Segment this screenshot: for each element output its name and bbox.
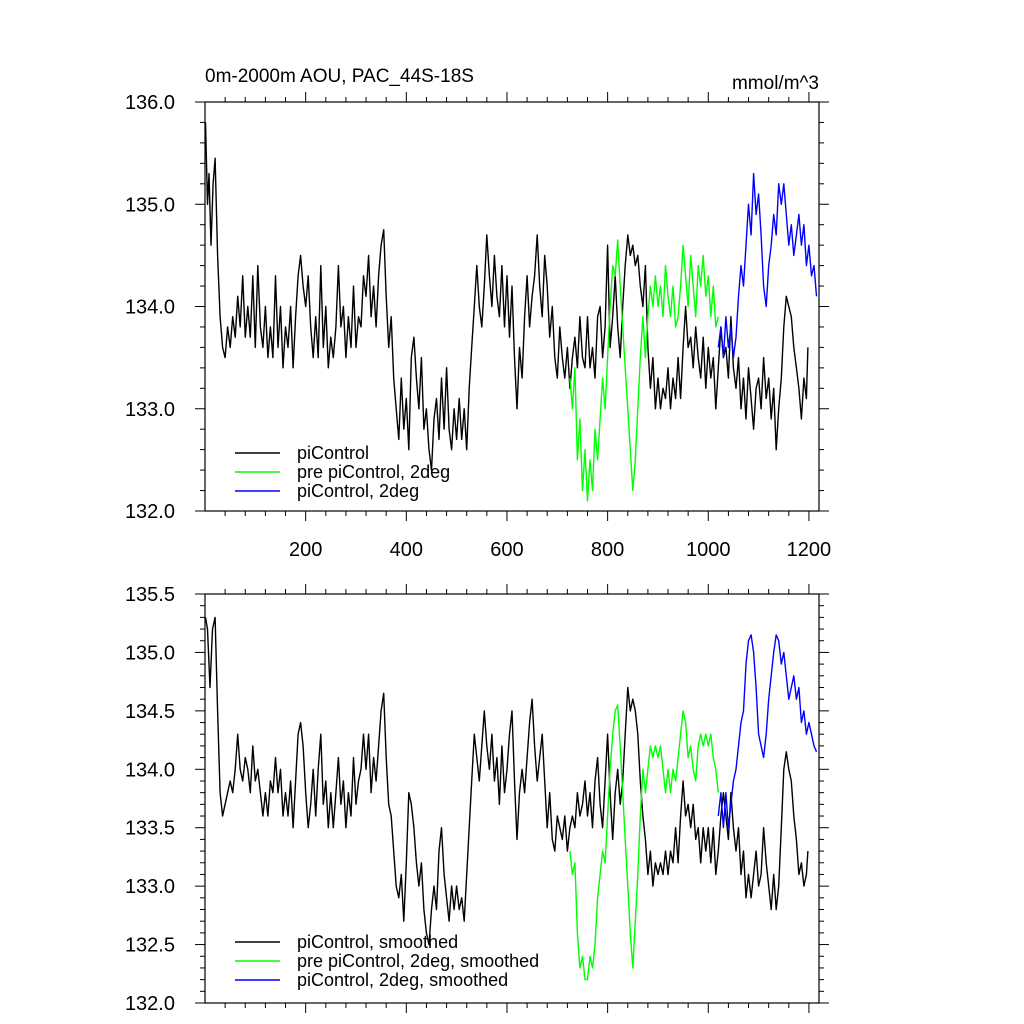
legend-label-3: piControl, 2deg, smoothed	[297, 970, 508, 990]
x-tick-label: 1000	[686, 539, 731, 561]
top-panel: 132.0 133.0 134.0 135.0 136.0 200 400 600 800 100…	[125, 66, 831, 561]
series-line-2	[569, 239, 719, 502]
y-tick-label: 132.0	[125, 993, 175, 1015]
units-label: mmol/m^3	[732, 73, 819, 94]
series-line-3	[717, 172, 818, 359]
series-line-1	[204, 616, 809, 946]
y-tick-label: 136.0	[125, 92, 175, 114]
y-tick-label: 134.5	[125, 701, 175, 723]
chart-title: 0m-2000m AOU, PAC_44S-18S	[205, 66, 474, 87]
x-tick-label: 400	[390, 539, 423, 561]
legend-label-1: piControl, smoothed	[297, 932, 458, 952]
y-tick-label: 135.0	[125, 642, 175, 664]
bottom-panel: 132.0 132.5 133.0 133.5 134.0 134.5 135.0 135.5…	[125, 584, 829, 1015]
legend-label-2: pre piControl, 2deg, smoothed	[297, 951, 539, 971]
y-tick-label: 134.0	[125, 297, 175, 319]
y-tick-label: 134.0	[125, 759, 175, 781]
plot-frame	[204, 593, 820, 1004]
series-line-2	[569, 704, 719, 981]
y-tick-label: 132.5	[125, 935, 175, 957]
y-tick-label: 133.0	[125, 876, 175, 898]
x-tick-label: 200	[289, 539, 322, 561]
series-line-3	[717, 634, 818, 829]
x-tick-label: 600	[490, 539, 523, 561]
x-tick-label: 800	[591, 539, 624, 561]
x-tick-label: 1200	[787, 539, 832, 561]
y-tick-label: 135.0	[125, 194, 175, 216]
y-tick-label: 133.0	[125, 399, 175, 421]
legend-label-1: piControl	[297, 443, 369, 463]
y-tick-label: 135.5	[125, 584, 175, 606]
series-line-1	[204, 122, 809, 471]
legend-label-2: pre piControl, 2deg	[297, 462, 450, 482]
y-tick-label: 133.5	[125, 818, 175, 840]
y-tick-label: 132.0	[125, 501, 175, 523]
legend-label-3: piControl, 2deg	[297, 481, 419, 501]
